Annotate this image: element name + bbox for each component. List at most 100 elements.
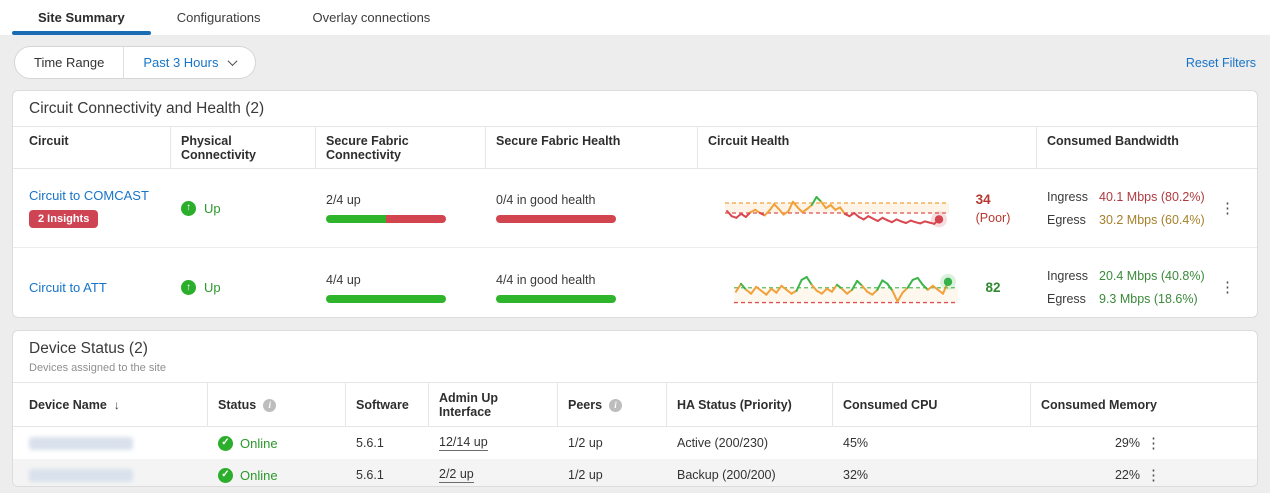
sf-health-bar	[496, 215, 616, 223]
insights-badge[interactable]: 2 Insights	[29, 210, 98, 228]
peers-cell: 1/2 up	[558, 459, 667, 487]
ingress-value: 20.4 Mbps (40.8%)	[1099, 269, 1205, 283]
admin-up-cell: 2/2 up	[429, 459, 558, 487]
col-ha-status: HA Status (Priority)	[667, 383, 833, 426]
device-row: ✓ Online 5.6.1 2/2 up 1/2 up Backup (200…	[13, 459, 1257, 487]
circuit-comcast-link[interactable]: Circuit to COMCAST	[29, 188, 149, 203]
health-score: 82	[985, 280, 1000, 295]
col-secure-fabric-connectivity: Secure Fabric Connectivity	[316, 127, 486, 168]
ingress-value: 40.1 Mbps (80.2%)	[1099, 190, 1205, 204]
col-circuit-health: Circuit Health	[698, 127, 1037, 168]
col-consumed-bandwidth: Consumed Bandwidth	[1037, 127, 1257, 168]
top-tab-bar: Site Summary Configurations Overlay conn…	[0, 0, 1270, 35]
circuit-att-link[interactable]: Circuit to ATT	[29, 280, 107, 295]
physical-status-label: Up	[204, 280, 221, 295]
device-row: ✓ Online 5.6.1 12/14 up 1/2 up Active (2…	[13, 427, 1257, 459]
ingress-label: Ingress	[1047, 190, 1099, 204]
up-arrow-icon: ↑	[181, 201, 196, 216]
row-menu-kebab-icon[interactable]: ⋮	[1214, 201, 1247, 216]
software-cell: 5.6.1	[346, 427, 429, 459]
sf-connectivity-cell: 4/4 up	[316, 248, 486, 318]
col-consumed-memory: Consumed Memory	[1031, 383, 1257, 426]
col-consumed-cpu: Consumed CPU	[833, 383, 1031, 426]
sf-conn-label: 2/4 up	[326, 193, 361, 207]
sf-health-cell: 4/4 in good health	[486, 248, 698, 318]
cpu-cell: 32%	[833, 459, 1031, 487]
col-device-name[interactable]: Device Name ↓	[13, 383, 208, 426]
circuit-row-att: Circuit to ATT ↑ Up 4/4 up 4/4 in good h…	[13, 248, 1257, 318]
ha-status-cell: Backup (200/200)	[667, 459, 833, 487]
up-arrow-icon: ↑	[181, 280, 196, 295]
admin-up-link[interactable]: 12/14 up	[439, 435, 488, 451]
circuit-row-comcast: Circuit to COMCAST 2 Insights ↑ Up 2/4 u…	[13, 169, 1257, 248]
check-circle-icon: ✓	[218, 436, 233, 451]
device-panel-title: Device Status (2)	[29, 340, 1241, 358]
time-range-filter: Time Range Past 3 Hours	[14, 46, 256, 79]
egress-label: Egress	[1047, 213, 1099, 227]
physical-connectivity-cell: ↑ Up	[171, 169, 316, 247]
tab-overlay-connections[interactable]: Overlay connections	[287, 0, 457, 35]
col-status: Status i	[208, 383, 346, 426]
sf-health-cell: 0/4 in good health	[486, 169, 698, 247]
info-icon[interactable]: i	[263, 399, 276, 412]
device-name-cell[interactable]	[13, 459, 208, 487]
circuit-health-sparkline	[734, 265, 969, 311]
status-label: Online	[240, 436, 278, 451]
device-panel-header: Device Status (2) Devices assigned to th…	[13, 331, 1257, 383]
cpu-cell: 45%	[833, 427, 1031, 459]
health-qualifier: (Poor)	[976, 211, 1011, 225]
sf-conn-label: 4/4 up	[326, 273, 361, 287]
circuit-table-header: Circuit Physical Connectivity Secure Fab…	[13, 127, 1257, 169]
time-range-dropdown[interactable]: Past 3 Hours	[124, 47, 255, 78]
info-icon[interactable]: i	[609, 399, 622, 412]
device-status-cell: ✓ Online	[208, 459, 346, 487]
col-software: Software	[346, 383, 429, 426]
admin-up-link[interactable]: 2/2 up	[439, 467, 474, 483]
circuit-name-cell: Circuit to COMCAST 2 Insights	[13, 169, 171, 247]
device-status-cell: ✓ Online	[208, 427, 346, 459]
time-range-value: Past 3 Hours	[143, 55, 218, 70]
admin-up-cell: 12/14 up	[429, 427, 558, 459]
reset-filters-link[interactable]: Reset Filters	[1186, 56, 1256, 70]
circuit-connectivity-panel: Circuit Connectivity and Health (2) Circ…	[12, 90, 1258, 318]
sf-connectivity-cell: 2/4 up	[316, 169, 486, 247]
tab-site-summary[interactable]: Site Summary	[12, 0, 151, 35]
col-secure-fabric-health: Secure Fabric Health	[486, 127, 698, 168]
chevron-down-icon	[228, 56, 238, 66]
egress-label: Egress	[1047, 292, 1099, 306]
sf-conn-bar	[326, 295, 446, 303]
health-score: 34	[976, 192, 1011, 207]
row-menu-kebab-icon[interactable]: ⋮	[1214, 280, 1247, 295]
device-panel-subtitle: Devices assigned to the site	[29, 362, 1241, 374]
col-peers: Peers i	[558, 383, 667, 426]
egress-value: 9.3 Mbps (18.6%)	[1099, 292, 1198, 306]
circuit-health-cell: 82	[698, 248, 1037, 318]
ha-status-cell: Active (200/230)	[667, 427, 833, 459]
circuit-health-cell: 34 (Poor)	[698, 169, 1037, 247]
sort-desc-icon[interactable]: ↓	[114, 398, 120, 412]
time-range-label-button[interactable]: Time Range	[15, 47, 123, 78]
time-range-label: Time Range	[34, 55, 104, 70]
circuit-health-sparkline	[725, 185, 960, 231]
consumed-bandwidth-cell: Ingress 40.1 Mbps (80.2%) Egress 30.2 Mb…	[1037, 169, 1257, 247]
filter-bar: Time Range Past 3 Hours Reset Filters	[0, 35, 1270, 90]
col-physical-connectivity: Physical Connectivity	[171, 127, 316, 168]
col-circuit: Circuit	[13, 127, 171, 168]
sf-health-label: 0/4 in good health	[496, 193, 595, 207]
software-cell: 5.6.1	[346, 459, 429, 487]
device-name-cell[interactable]	[13, 427, 208, 459]
sf-health-bar	[496, 295, 616, 303]
device-status-panel: Device Status (2) Devices assigned to th…	[12, 330, 1258, 487]
peers-cell: 1/2 up	[558, 427, 667, 459]
row-menu-kebab-icon[interactable]: ⋮	[1140, 468, 1173, 483]
sf-health-label: 4/4 in good health	[496, 273, 595, 287]
memory-cell: 22% ⋮	[1031, 459, 1257, 487]
sf-conn-bar	[326, 215, 446, 223]
device-table-header: Device Name ↓ Status i Software Admin Up…	[13, 383, 1257, 427]
tab-configurations[interactable]: Configurations	[151, 0, 287, 35]
row-menu-kebab-icon[interactable]: ⋮	[1140, 436, 1173, 451]
col-admin-up-interface: Admin Up Interface	[429, 383, 558, 426]
circuit-name-cell: Circuit to ATT	[13, 248, 171, 318]
check-circle-icon: ✓	[218, 468, 233, 483]
consumed-bandwidth-cell: Ingress 20.4 Mbps (40.8%) Egress 9.3 Mbp…	[1037, 248, 1257, 318]
